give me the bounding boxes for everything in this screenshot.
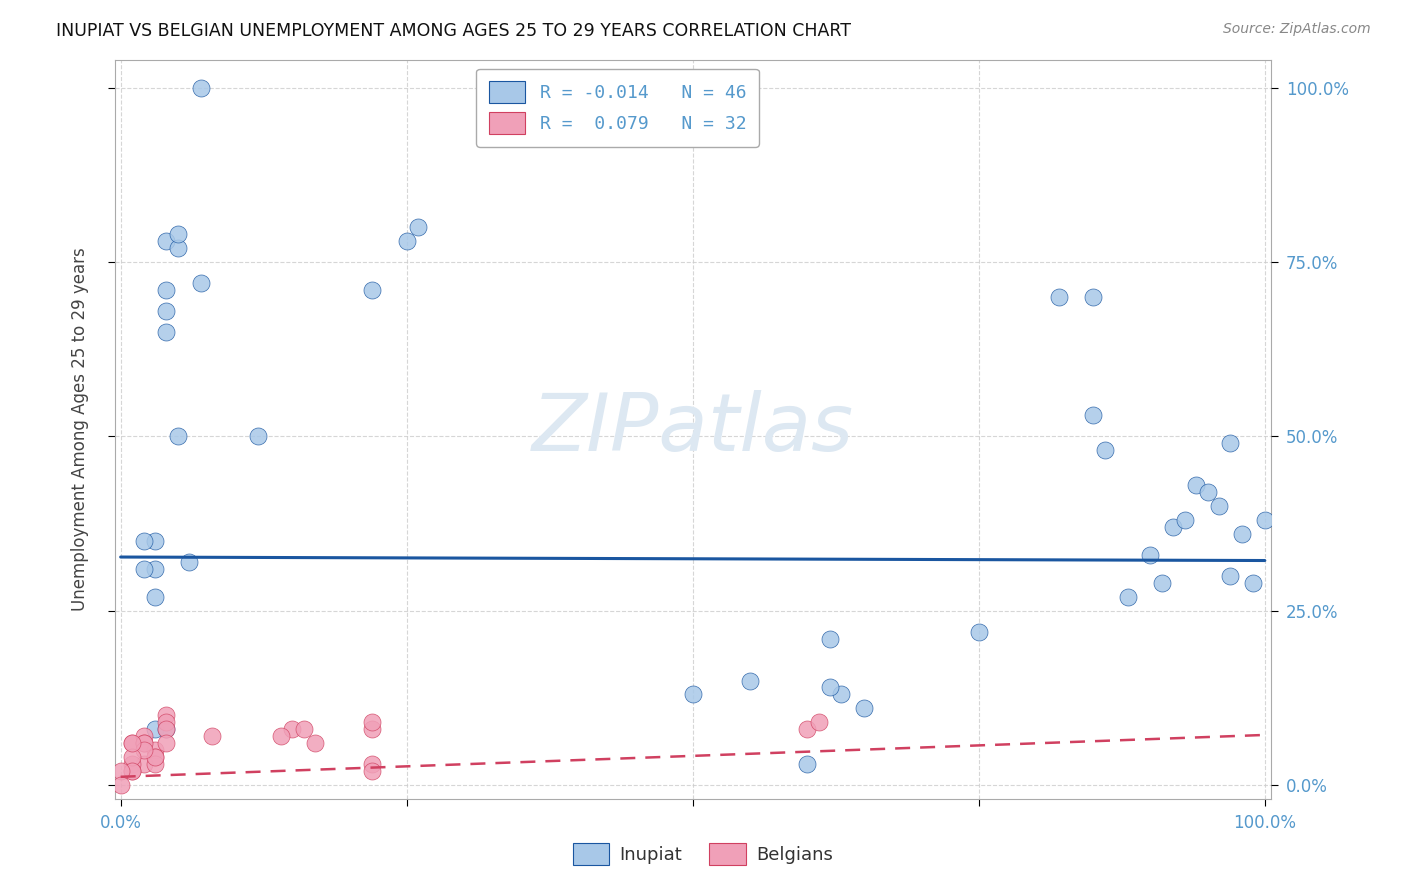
Point (201, 729, 224, 743)
Point (155, 736, 177, 750)
Point (143, 562, 166, 576)
Legend: Inupiat, Belgians: Inupiat, Belgians (564, 834, 842, 874)
Point (361, 715, 384, 730)
Point (406, 220, 429, 235)
Point (132, 729, 155, 743)
Point (155, 723, 177, 737)
Point (1047, 290, 1070, 304)
Point (1094, 443, 1116, 458)
Point (132, 736, 155, 750)
Point (143, 750, 166, 764)
Point (155, 325, 177, 339)
Point (167, 241, 190, 255)
Point (738, 673, 761, 688)
Point (121, 757, 143, 772)
Point (395, 234, 418, 248)
Point (281, 723, 304, 737)
Y-axis label: Unemployment Among Ages 25 to 29 years: Unemployment Among Ages 25 to 29 years (72, 247, 89, 611)
Point (1241, 575, 1264, 590)
Point (796, 723, 818, 737)
Point (167, 429, 190, 443)
Point (853, 701, 876, 715)
Point (143, 590, 166, 604)
Point (132, 757, 155, 772)
Point (1254, 513, 1277, 527)
Point (132, 743, 155, 757)
Point (121, 764, 143, 779)
Point (796, 757, 818, 772)
Point (190, 276, 212, 290)
Point (121, 750, 143, 764)
Point (155, 715, 177, 730)
Text: Source: ZipAtlas.com: Source: ZipAtlas.com (1223, 22, 1371, 37)
Point (155, 708, 177, 723)
Point (121, 764, 143, 779)
Point (132, 533, 155, 548)
Text: INUPIAT VS BELGIAN UNEMPLOYMENT AMONG AGES 25 TO 29 YEARS CORRELATION CHART: INUPIAT VS BELGIAN UNEMPLOYMENT AMONG AG… (56, 22, 851, 40)
Point (143, 533, 166, 548)
Point (155, 303, 177, 318)
Point (155, 234, 177, 248)
Point (110, 764, 132, 779)
Point (179, 555, 201, 569)
Point (1197, 485, 1219, 500)
Point (1185, 478, 1208, 492)
Point (1139, 548, 1161, 562)
Point (246, 429, 269, 443)
Point (1083, 409, 1105, 423)
Point (1219, 569, 1241, 583)
Point (121, 736, 143, 750)
Point (818, 681, 841, 695)
Point (1174, 513, 1197, 527)
Point (682, 688, 704, 702)
Point (304, 736, 326, 750)
Point (190, 80, 212, 95)
Point (967, 624, 990, 639)
Point (167, 227, 190, 241)
Point (155, 723, 177, 737)
Point (132, 562, 155, 576)
Point (143, 743, 166, 757)
Point (1083, 290, 1105, 304)
Point (292, 723, 315, 737)
Point (1208, 499, 1230, 513)
Point (807, 715, 830, 730)
Point (1219, 436, 1241, 450)
Point (1230, 527, 1253, 541)
Point (361, 757, 384, 772)
Point (1116, 590, 1139, 604)
Point (1161, 520, 1184, 534)
Legend: R = -0.014   N = 46, R =  0.079   N = 32: R = -0.014 N = 46, R = 0.079 N = 32 (477, 69, 759, 147)
Point (143, 750, 166, 764)
Point (270, 729, 292, 743)
Point (361, 764, 384, 779)
Point (830, 688, 852, 702)
Point (361, 283, 384, 297)
Point (121, 736, 143, 750)
Point (1150, 575, 1173, 590)
Point (143, 757, 166, 772)
Text: ZIPatlas: ZIPatlas (531, 391, 853, 468)
Point (143, 723, 166, 737)
Point (110, 778, 132, 792)
Point (132, 736, 155, 750)
Point (361, 723, 384, 737)
Point (818, 632, 841, 646)
Point (155, 283, 177, 297)
